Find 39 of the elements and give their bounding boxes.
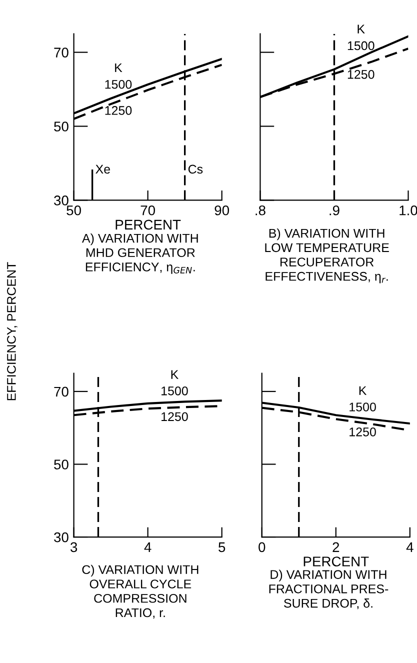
y-axis-title: EFFICIENCY, PERCENT: [7, 262, 18, 400]
legend-title: K: [115, 63, 122, 72]
x-axis-title: PERCENT: [304, 556, 369, 566]
legend-title: K: [171, 370, 178, 379]
x-tick-label: 1.0: [400, 205, 417, 216]
x-tick-label: .8: [256, 205, 266, 216]
series-label: 1500: [105, 80, 132, 89]
text: C) VARIATION WITH OVERALL CYCLE COMPRESSION RATIO, r.: [82, 564, 198, 619]
x-tick-label: 4: [406, 542, 414, 552]
text: D) VARIATION WITH FRACTIONAL PRES- SURE DROP, δ.: [269, 570, 388, 610]
x-tick-label: 4: [144, 542, 152, 552]
x-tick-label: 2: [332, 542, 340, 552]
x-axis-title: PERCENT: [116, 220, 181, 230]
series-label: 1250: [162, 412, 188, 422]
ref-line-label: Xe: [96, 164, 110, 174]
y-tick-label: 70: [54, 48, 68, 58]
y-tick-label: 50: [54, 460, 68, 470]
x-tick-label: 3: [70, 542, 78, 552]
series-label: 1500: [162, 386, 188, 396]
x-tick-label: 90: [214, 205, 230, 216]
x-tick-label: .9: [330, 205, 340, 216]
x-tick-label: 5: [218, 542, 226, 552]
text: B) VARIATION WITH LOW TEMPERATURE RECUPERATOR EFFECTIVENESS, η$_{r}$.: [265, 228, 389, 284]
x-tick-label: 0: [258, 542, 266, 552]
series-label: 1250: [105, 106, 132, 115]
series-label: 1250: [350, 427, 376, 436]
ref-line-label: Cs: [188, 164, 203, 174]
y-tick-label: 70: [54, 386, 68, 397]
y-tick-label: 30: [54, 532, 68, 542]
x-tick-label: 50: [66, 205, 81, 216]
y-tick-label: 50: [54, 122, 68, 132]
text: A) VARIATION WITH MHD GENERATOR EFFICIENCY, η$_{GEN}$.: [82, 234, 198, 274]
legend-title: K: [358, 24, 365, 34]
series-label: 1500: [350, 402, 376, 412]
series-label: 1250: [348, 70, 374, 79]
y-tick-label: 30: [54, 196, 68, 206]
x-tick-label: 70: [140, 205, 156, 216]
legend-title: K: [359, 386, 367, 395]
series-label: 1500: [348, 41, 374, 50]
